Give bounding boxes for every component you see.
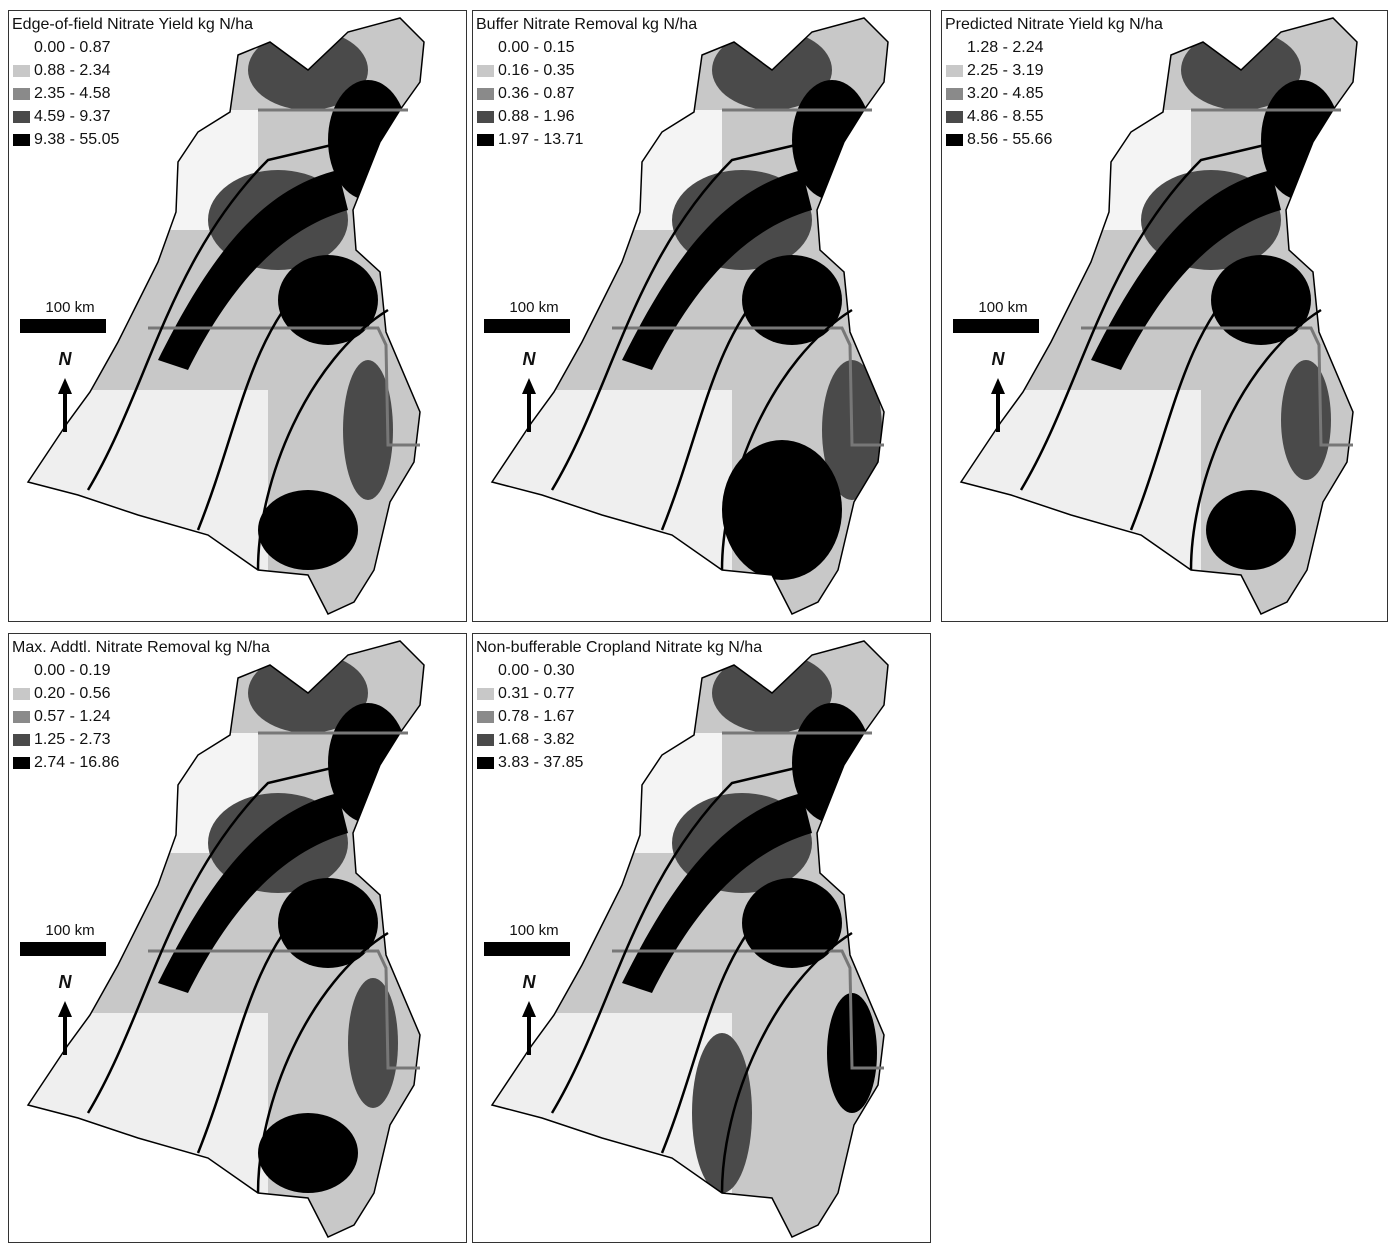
- map-panel: Non-bufferable Cropland Nitrate kg N/ha 0…: [472, 634, 931, 1244]
- legend-label: 1.68 - 3.82: [498, 731, 575, 748]
- legend-swatch: [477, 665, 494, 677]
- legend-label: 3.83 - 37.85: [498, 754, 584, 771]
- scale-label: 100 km: [45, 299, 94, 316]
- region-dark: [258, 490, 358, 570]
- legend-label: 0.00 - 0.87: [34, 39, 111, 56]
- panel-title: Non-bufferable Cropland Nitrate kg N/ha: [476, 639, 762, 656]
- legend-swatch: [13, 665, 30, 677]
- north-label: N: [59, 972, 73, 992]
- legend-label: 0.57 - 1.24: [34, 708, 111, 725]
- legend-label: 0.20 - 0.56: [34, 685, 111, 702]
- legend-swatch: [946, 65, 963, 77]
- legend-label: 3.20 - 4.85: [967, 85, 1044, 102]
- map-panel: Predicted Nitrate Yield kg N/ha 1.28 - 2.…: [941, 11, 1388, 631]
- figure: Edge-of-field Nitrate Yield kg N/ha 0.00 …: [0, 0, 1390, 1243]
- legend-swatch: [477, 711, 494, 723]
- page: Edge-of-field Nitrate Yield kg N/ha 0.00 …: [0, 0, 1390, 1243]
- legend-swatch: [13, 111, 30, 123]
- region-dark: [1206, 490, 1296, 570]
- legend-label: 4.86 - 8.55: [967, 108, 1044, 125]
- legend-label: 1.25 - 2.73: [34, 731, 111, 748]
- legend-label: 0.88 - 2.34: [34, 62, 111, 79]
- legend-label: 2.25 - 3.19: [967, 62, 1044, 79]
- map-panel: Buffer Nitrate Removal kg N/ha 0.00 - 0.1…: [472, 11, 931, 631]
- legend-swatch: [13, 88, 30, 100]
- north-label: N: [59, 349, 73, 369]
- scale-label: 100 km: [509, 922, 558, 939]
- legend-swatch: [477, 134, 494, 146]
- region-dark: [278, 255, 378, 345]
- legend-label: 8.56 - 55.66: [967, 131, 1053, 148]
- legend-swatch: [946, 88, 963, 100]
- legend-label: 0.31 - 0.77: [498, 685, 575, 702]
- scale-label: 100 km: [45, 922, 94, 939]
- legend-label: 4.59 - 9.37: [34, 108, 111, 125]
- legend-swatch: [13, 42, 30, 54]
- scale-label: 100 km: [978, 299, 1027, 316]
- legend-label: 0.78 - 1.67: [498, 708, 575, 725]
- region-dark: [1281, 360, 1331, 480]
- legend-swatch: [13, 688, 30, 700]
- scale-bar: [484, 942, 570, 956]
- legend-swatch: [477, 757, 494, 769]
- scale-label: 100 km: [509, 299, 558, 316]
- region-dark: [348, 978, 398, 1108]
- legend-swatch: [946, 134, 963, 146]
- legend-swatch: [13, 65, 30, 77]
- legend-swatch: [477, 688, 494, 700]
- legend-label: 0.00 - 0.15: [498, 39, 575, 56]
- panel-title: Edge-of-field Nitrate Yield kg N/ha: [12, 16, 253, 33]
- legend-label: 0.16 - 0.35: [498, 62, 575, 79]
- map-panel: Edge-of-field Nitrate Yield kg N/ha 0.00 …: [8, 11, 467, 631]
- legend-swatch: [13, 134, 30, 146]
- legend-swatch: [477, 111, 494, 123]
- legend-label: 1.28 - 2.24: [967, 39, 1044, 56]
- legend-swatch: [13, 734, 30, 746]
- legend-label: 9.38 - 55.05: [34, 131, 120, 148]
- legend-swatch: [477, 734, 494, 746]
- legend-swatch: [13, 711, 30, 723]
- north-label: N: [992, 349, 1006, 369]
- legend-swatch: [946, 42, 963, 54]
- region-dark: [742, 255, 842, 345]
- scale-bar: [953, 319, 1039, 333]
- region-dark: [722, 440, 842, 580]
- scale-bar: [20, 942, 106, 956]
- region-dark: [278, 878, 378, 968]
- legend-label: 0.88 - 1.96: [498, 108, 575, 125]
- legend-swatch: [477, 88, 494, 100]
- legend-swatch: [946, 111, 963, 123]
- scale-bar: [20, 319, 106, 333]
- region-dark: [1211, 255, 1311, 345]
- legend-swatch: [13, 757, 30, 769]
- panel-title: Predicted Nitrate Yield kg N/ha: [945, 16, 1163, 33]
- legend-swatch: [477, 42, 494, 54]
- legend-label: 0.00 - 0.30: [498, 662, 575, 679]
- region-dark: [258, 1113, 358, 1193]
- legend-swatch: [477, 65, 494, 77]
- north-label: N: [523, 972, 537, 992]
- legend-label: 0.36 - 0.87: [498, 85, 575, 102]
- legend-label: 0.00 - 0.19: [34, 662, 111, 679]
- panel-title: Max. Addtl. Nitrate Removal kg N/ha: [12, 639, 270, 656]
- legend-label: 1.97 - 13.71: [498, 131, 584, 148]
- region-dark: [742, 878, 842, 968]
- legend-label: 2.35 - 4.58: [34, 85, 111, 102]
- map-panel: Max. Addtl. Nitrate Removal kg N/ha 0.00 …: [8, 634, 467, 1244]
- legend-label: 2.74 - 16.86: [34, 754, 120, 771]
- north-label: N: [523, 349, 537, 369]
- scale-bar: [484, 319, 570, 333]
- panel-title: Buffer Nitrate Removal kg N/ha: [476, 16, 697, 33]
